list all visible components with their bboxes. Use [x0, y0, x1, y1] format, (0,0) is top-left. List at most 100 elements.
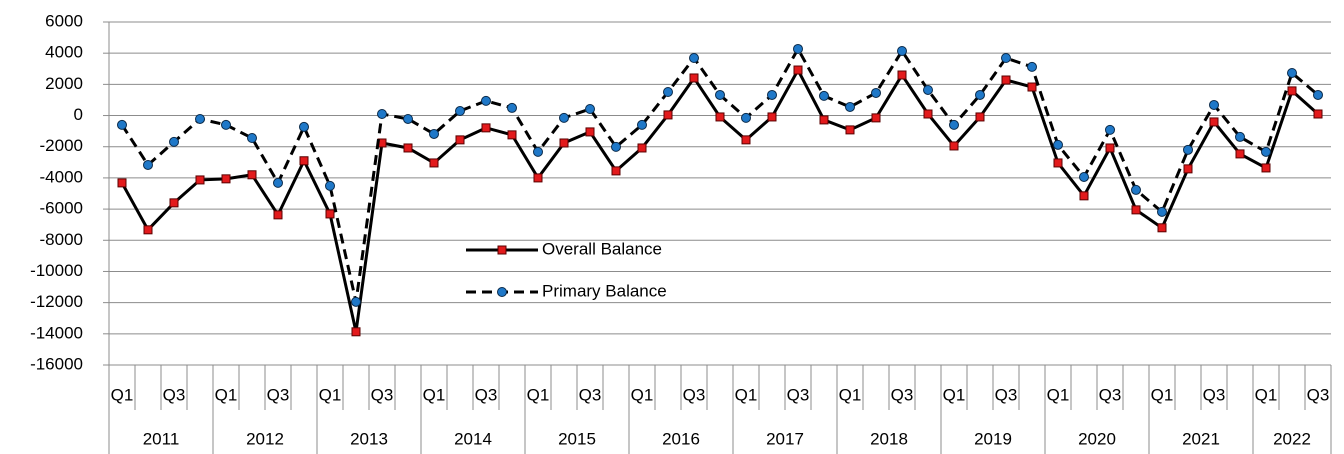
marker	[221, 174, 231, 184]
marker	[819, 90, 829, 101]
marker	[793, 65, 803, 75]
legend-marker	[497, 245, 507, 255]
marker	[1053, 139, 1063, 150]
marker	[273, 177, 283, 188]
marker	[481, 95, 491, 106]
marker	[481, 123, 491, 133]
marker	[1131, 205, 1141, 215]
marker	[273, 210, 283, 220]
group-label: 2012	[246, 429, 284, 448]
marker	[507, 102, 517, 113]
y-tick-label: -6000	[40, 199, 83, 218]
y-tick-label: 6000	[45, 11, 83, 30]
x-tick-label: Q1	[527, 385, 550, 404]
marker	[1183, 164, 1193, 174]
x-tick-label: Q3	[371, 385, 394, 404]
group-label: 2016	[662, 429, 700, 448]
marker	[715, 112, 725, 122]
y-tick-label: -2000	[40, 136, 83, 155]
marker	[975, 89, 985, 100]
marker	[741, 135, 751, 145]
x-tick-label: Q1	[111, 385, 134, 404]
marker	[1079, 191, 1089, 201]
marker	[507, 130, 517, 140]
marker	[1287, 86, 1297, 96]
marker	[611, 166, 621, 176]
marker	[1209, 99, 1219, 110]
marker	[325, 180, 335, 191]
marker	[455, 106, 465, 117]
group-label: 2013	[350, 429, 388, 448]
marker	[871, 113, 881, 123]
marker	[923, 109, 933, 119]
marker	[715, 89, 725, 100]
marker	[897, 70, 907, 80]
marker	[143, 159, 153, 170]
marker	[1183, 144, 1193, 155]
marker	[429, 128, 439, 139]
y-tick-label: 2000	[45, 74, 83, 93]
group-label: 2018	[870, 429, 908, 448]
group-label: 2017	[766, 429, 804, 448]
legend-marker	[497, 287, 507, 297]
x-tick-label: Q3	[1099, 385, 1122, 404]
x-tick-label: Q1	[423, 385, 446, 404]
marker	[143, 225, 153, 235]
marker	[351, 327, 361, 337]
marker	[195, 175, 205, 185]
x-tick-label: Q3	[787, 385, 810, 404]
x-tick-label: Q1	[1151, 385, 1174, 404]
x-tick-label: Q1	[839, 385, 862, 404]
group-label: 2019	[974, 429, 1012, 448]
group-label: 2020	[1078, 429, 1116, 448]
marker	[871, 87, 881, 98]
marker	[689, 53, 699, 64]
y-tick-label: -8000	[40, 230, 83, 249]
marker	[585, 103, 595, 114]
marker	[1001, 53, 1011, 64]
marker	[1027, 82, 1037, 92]
marker	[637, 119, 647, 130]
x-tick-label: Q3	[163, 385, 186, 404]
marker	[689, 73, 699, 83]
marker	[299, 121, 309, 132]
series-line	[120, 66, 1319, 333]
y-tick-label: -10000	[30, 261, 83, 280]
group-label: 2014	[454, 429, 492, 448]
marker	[663, 87, 673, 98]
marker	[1131, 184, 1141, 195]
marker	[637, 143, 647, 153]
x-tick-label: Q1	[735, 385, 758, 404]
group-label: 2022	[1273, 429, 1311, 448]
marker	[923, 84, 933, 95]
y-tick-label: 0	[74, 105, 83, 124]
marker	[1001, 75, 1011, 85]
marker	[585, 127, 595, 137]
x-tick-label: Q3	[683, 385, 706, 404]
x-tick-label: Q1	[943, 385, 966, 404]
marker	[1157, 223, 1167, 233]
marker	[819, 115, 829, 125]
marker	[1027, 61, 1037, 72]
marker	[1313, 109, 1323, 119]
marker	[1209, 117, 1219, 127]
marker	[1105, 143, 1115, 153]
series-line	[120, 45, 1319, 303]
marker	[533, 146, 543, 157]
marker	[741, 112, 751, 123]
group-label: 2021	[1182, 429, 1220, 448]
marker	[793, 43, 803, 54]
marker	[767, 89, 777, 100]
x-tick-label: Q1	[319, 385, 342, 404]
marker	[845, 101, 855, 112]
marker	[845, 125, 855, 135]
marker	[559, 112, 569, 123]
marker	[1261, 163, 1271, 173]
y-tick-label: -16000	[30, 354, 83, 373]
marker	[221, 119, 231, 130]
x-tick-label: Q3	[995, 385, 1018, 404]
group-label: 2015	[558, 429, 596, 448]
marker	[455, 135, 465, 145]
marker	[169, 136, 179, 147]
